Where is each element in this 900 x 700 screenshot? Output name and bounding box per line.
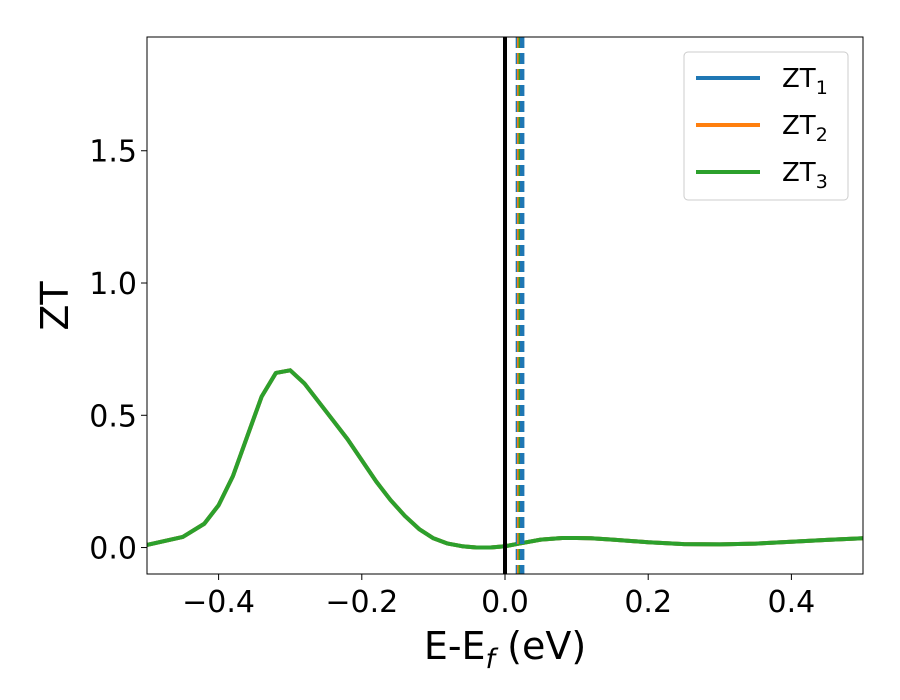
- x-axis: −0.4 −0.2 0.0 0.2 0.4: [182, 574, 815, 620]
- y-tick-label: 1.0: [89, 267, 137, 302]
- series-line-zt3: [147, 368, 863, 550]
- legend-label-zt3: ZT3: [782, 158, 828, 193]
- y-tick-label: 0.5: [89, 399, 137, 434]
- x-axis-label: E-Ef (eV): [424, 624, 586, 675]
- legend-box: [683, 51, 849, 201]
- legend: ZT1 ZT2 ZT3: [683, 51, 849, 201]
- y-tick-label: 0.0: [89, 532, 137, 567]
- y-axis: 0.0 0.5 1.0 1.5: [89, 135, 147, 567]
- x-tick-label: 0.0: [481, 585, 529, 620]
- legend-label-zt2: ZT2: [782, 111, 828, 146]
- x-tick-label: 0.2: [624, 585, 672, 620]
- y-axis-label: ZT: [33, 281, 77, 331]
- x-tick-label: 0.4: [768, 585, 816, 620]
- x-tick-label: −0.4: [182, 585, 255, 620]
- plot-area: [147, 37, 863, 574]
- x-tick-label: −0.2: [325, 585, 398, 620]
- legend-label-zt1: ZT1: [782, 64, 828, 99]
- y-tick-label: 1.5: [89, 135, 137, 170]
